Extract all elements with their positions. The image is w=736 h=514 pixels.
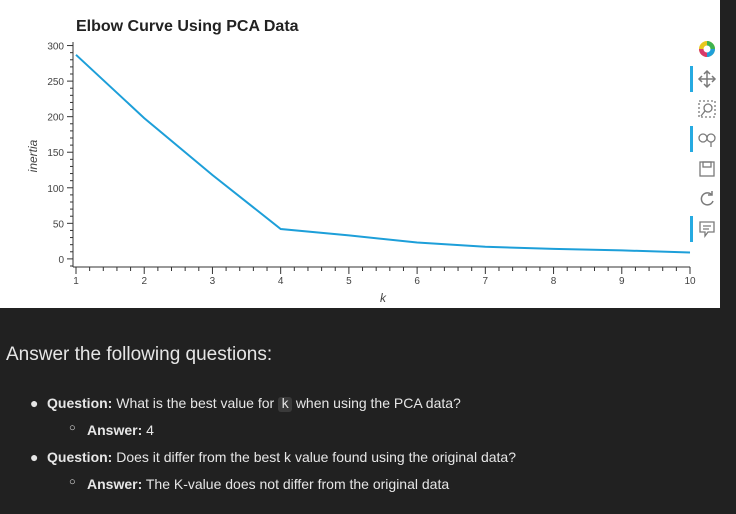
x-tick-label: 2 <box>141 276 147 287</box>
y-axis-label: inertia <box>26 139 40 172</box>
chart-title: Elbow Curve Using PCA Data <box>76 18 299 35</box>
q1-label: Question: <box>47 395 113 411</box>
x-tick-label: 10 <box>684 276 696 287</box>
pan-active-indicator <box>690 66 693 92</box>
x-tick-label: 7 <box>483 276 489 287</box>
bullet-dot-q2: ● <box>30 449 39 465</box>
answer-2: Answer: The K-value does not differ from… <box>87 476 449 492</box>
q1-code: k <box>278 397 292 412</box>
y-tick-label: 200 <box>47 113 64 124</box>
a2-label: Answer: <box>87 476 143 492</box>
y-tick-label: 0 <box>58 255 64 266</box>
q2-label: Question: <box>47 449 113 465</box>
q2-text: Does it differ from the best k value fou… <box>116 449 516 465</box>
axes <box>72 42 690 268</box>
x-tick-label: 6 <box>414 276 420 287</box>
x-tick-label: 4 <box>278 276 284 287</box>
x-tick-label: 9 <box>619 276 625 287</box>
answer-1: Answer: 4 <box>87 422 154 438</box>
x-tick-label: 1 <box>73 276 79 287</box>
a1-text: 4 <box>146 422 154 438</box>
inertia-line <box>75 54 691 254</box>
a1-label: Answer: <box>87 422 143 438</box>
q1-text-before: What is the best value for <box>116 395 275 411</box>
plot-panel: Elbow Curve Using PCA Data inertia k 0 50… <box>0 0 720 308</box>
y-tick-label: 300 <box>47 42 64 53</box>
box-zoom-icon[interactable] <box>696 98 718 120</box>
a2-text: The K-value does not differ from the ori… <box>145 476 450 492</box>
y-tick-label: 150 <box>47 148 64 159</box>
ticks: 0 50 100 150 200 250 300 1 2 3 4 5 6 7 8 9 10 <box>47 42 696 287</box>
hover-active-indicator <box>690 216 693 242</box>
pan-icon[interactable] <box>696 68 718 90</box>
bokeh-logo-icon[interactable] <box>696 38 718 60</box>
plot-toolbar <box>690 36 720 246</box>
answers-section: Answer the following questions: <box>6 344 726 366</box>
bullet-dot-q1: ● <box>30 395 39 411</box>
x-tick-label: 5 <box>346 276 352 287</box>
q1-text-after: when using the PCA data? <box>295 395 461 411</box>
bullet-circle-a1: ○ <box>69 422 76 434</box>
y-tick-label: 100 <box>47 184 64 195</box>
elbow-chart: Elbow Curve Using PCA Data inertia k 0 50… <box>26 18 696 305</box>
answers-heading: Answer the following questions: <box>6 344 273 365</box>
y-tick-label: 50 <box>53 219 65 230</box>
save-icon[interactable] <box>696 158 718 180</box>
series <box>75 54 691 254</box>
wheel-zoom-icon[interactable] <box>696 128 718 150</box>
y-tick-label: 250 <box>47 77 64 88</box>
question-2: Question: Does it differ from the best k… <box>47 449 516 465</box>
x-tick-label: 3 <box>210 276 216 287</box>
x-tick-label: 8 <box>551 276 557 287</box>
wheel-zoom-active-indicator <box>690 126 693 152</box>
x-axis-label: k <box>380 291 387 305</box>
question-1: Question: What is the best value for k w… <box>47 395 461 412</box>
hover-icon[interactable] <box>696 218 718 240</box>
reset-icon[interactable] <box>696 188 718 210</box>
bullet-circle-a2: ○ <box>69 476 76 488</box>
